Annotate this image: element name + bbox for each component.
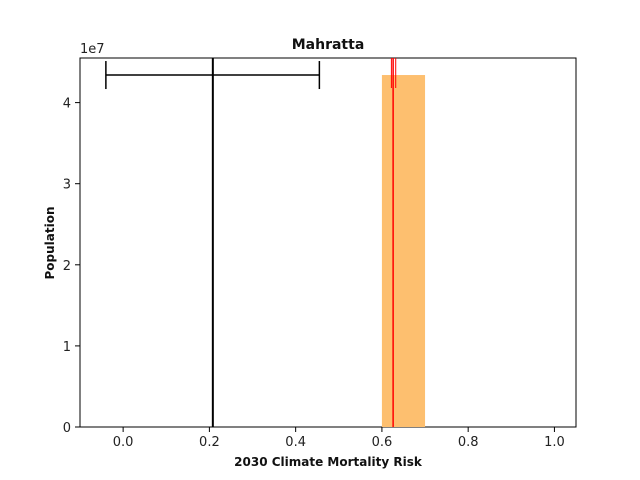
- x-tick-label-3: 0.6: [372, 435, 393, 450]
- x-tick-label-5: 1.0: [544, 435, 565, 450]
- y-tick-label-1: 1: [63, 340, 71, 355]
- y-tick-label-0: 0: [63, 421, 71, 436]
- plot-frame: [79, 57, 577, 428]
- x-tick-label-0: 0.0: [113, 435, 134, 450]
- y-tick-label-4: 4: [63, 97, 71, 112]
- x-tick-label-2: 0.4: [285, 435, 306, 450]
- chart-title: Mahratta: [292, 37, 365, 53]
- x-tick-label-4: 0.8: [458, 435, 479, 450]
- x-axis-title: 2030 Climate Mortality Risk: [234, 455, 423, 469]
- plot-layer: [105, 58, 426, 428]
- y-tick-label-3: 3: [63, 178, 71, 193]
- x-tick-label-1: 0.2: [199, 435, 220, 450]
- bar-0: [381, 75, 426, 428]
- y-tick-label-2: 2: [63, 259, 71, 274]
- y-axis-title: Population: [43, 206, 57, 279]
- y-scale-label: 1e7: [80, 42, 105, 57]
- axes-layer: 0.0 0.2 0.4 0.6 0.8 1.0 0 1 2 3 4: [63, 97, 565, 450]
